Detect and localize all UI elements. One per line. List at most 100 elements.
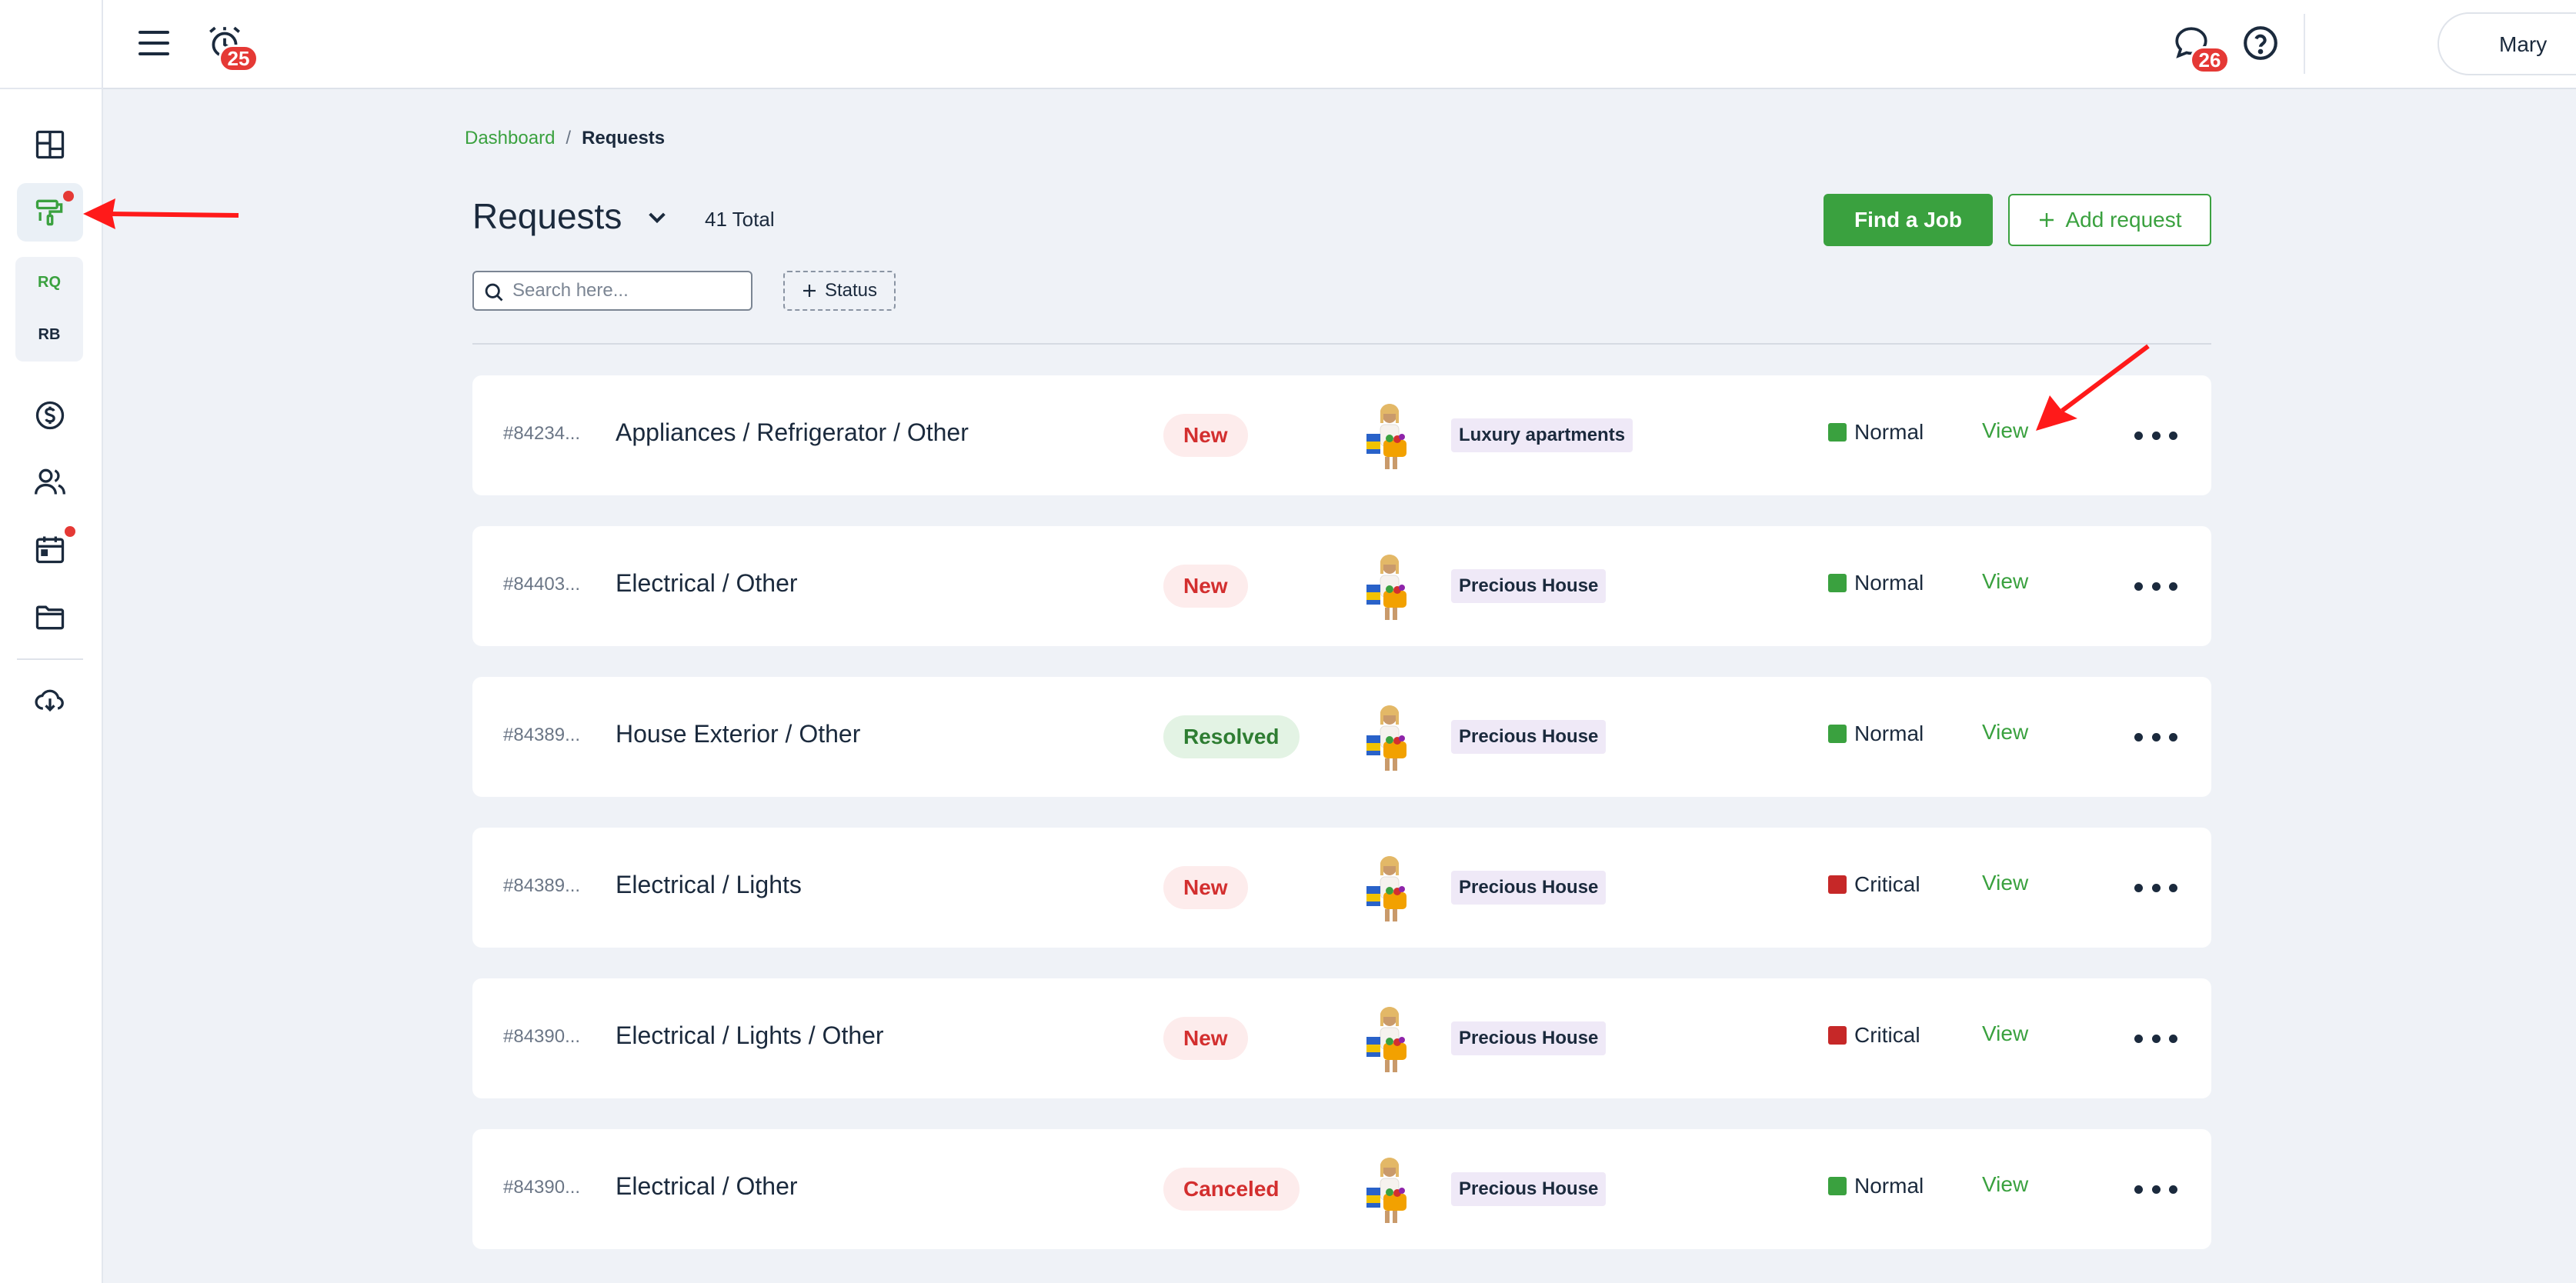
menu-toggle-button[interactable] — [132, 22, 175, 65]
status-filter-button[interactable]: Status — [783, 271, 896, 311]
view-link[interactable]: View — [1982, 418, 2029, 442]
priority-square — [1828, 875, 1847, 894]
request-title[interactable]: House Exterior / Other — [616, 720, 861, 748]
dot-icon — [2151, 732, 2161, 741]
dot-icon — [2134, 732, 2143, 741]
property-tag: Precious House — [1451, 871, 1607, 905]
sidebar-item-requests[interactable] — [17, 183, 83, 242]
priority-label: Normal — [1854, 721, 1924, 745]
dot-icon — [2151, 582, 2161, 591]
view-link[interactable]: View — [1982, 720, 2029, 744]
sidebar-item-calendar[interactable] — [17, 520, 83, 578]
more-options-button[interactable] — [2134, 574, 2177, 598]
request-title[interactable]: Electrical / Lights / Other — [616, 1021, 884, 1049]
more-options-button[interactable] — [2134, 1177, 2177, 1201]
help-button[interactable] — [2239, 22, 2282, 65]
sidebar-sub-rb[interactable]: RB — [38, 326, 61, 343]
sidebar-sub-rq[interactable]: RQ — [38, 274, 61, 291]
request-id: #84389... — [503, 875, 581, 896]
priority-indicator: Critical — [1828, 872, 1920, 897]
view-link[interactable]: View — [1982, 1172, 2029, 1196]
annotation-arrow — [83, 198, 239, 229]
assignee-avatar — [1351, 1152, 1419, 1226]
priority-square — [1828, 574, 1847, 592]
total-count: 41 Total — [705, 208, 775, 231]
users-icon — [35, 468, 65, 495]
search-box — [472, 271, 752, 311]
breadcrumb-separator: / — [566, 128, 572, 148]
sidebar-divider — [17, 658, 83, 660]
calendar-icon — [35, 536, 65, 564]
plus-icon — [2039, 213, 2054, 227]
user-name: Mary — [2499, 32, 2548, 56]
status-badge: New — [1163, 1017, 1248, 1060]
sidebar-item-users[interactable] — [17, 452, 83, 511]
request-id: #84403... — [503, 574, 581, 595]
sidebar-item-dashboard[interactable] — [17, 115, 83, 174]
request-title[interactable]: Electrical / Other — [616, 569, 798, 597]
dot-icon — [2169, 1185, 2177, 1194]
priority-square — [1828, 725, 1847, 743]
view-link[interactable]: View — [1982, 871, 2029, 895]
view-link[interactable]: View — [1982, 1021, 2029, 1045]
request-row[interactable]: #84390... Electrical / Lights / Other Ne… — [472, 978, 2211, 1098]
dot-icon — [2134, 883, 2143, 892]
priority-label: Normal — [1854, 420, 1924, 444]
sidebar-item-files[interactable] — [17, 588, 83, 646]
priority-indicator: Normal — [1828, 420, 1924, 445]
more-options-button[interactable] — [2134, 875, 2177, 900]
dot-icon — [2134, 582, 2143, 591]
more-options-button[interactable] — [2134, 725, 2177, 749]
request-row[interactable]: #84403... Electrical / Other New Preciou… — [472, 526, 2211, 646]
request-row[interactable]: #84389... Electrical / Lights New Precio… — [472, 828, 2211, 948]
dot-icon — [2134, 1034, 2143, 1043]
property-tag: Precious House — [1451, 720, 1607, 754]
request-id: #84389... — [503, 725, 581, 745]
search-icon — [485, 283, 503, 302]
priority-label: Normal — [1854, 571, 1924, 595]
cloud-download-icon — [35, 689, 64, 712]
topbar-divider — [2304, 14, 2305, 74]
paint-roller-icon — [35, 199, 63, 226]
view-link[interactable]: View — [1982, 569, 2029, 593]
request-id: #84390... — [503, 1177, 581, 1198]
priority-indicator: Normal — [1828, 721, 1924, 746]
dollar-circle-icon — [35, 401, 65, 430]
user-menu-button[interactable]: Mary — [2438, 12, 2576, 75]
search-input[interactable] — [512, 278, 743, 303]
request-row[interactable]: #84389... House Exterior / Other Resolve… — [472, 677, 2211, 797]
more-options-button[interactable] — [2134, 423, 2177, 448]
dot-icon — [2151, 431, 2161, 440]
dashboard-grid-icon — [35, 130, 65, 159]
find-job-button[interactable]: Find a Job — [1824, 194, 1993, 246]
request-row[interactable]: #84234... Appliances / Refrigerator / Ot… — [472, 375, 2211, 495]
dot-icon — [2169, 431, 2177, 440]
request-title[interactable]: Electrical / Other — [616, 1172, 798, 1200]
hamburger-menu-icon — [138, 31, 169, 55]
assignee-avatar — [1351, 700, 1419, 774]
priority-label: Critical — [1854, 1023, 1920, 1047]
add-request-button[interactable]: Add request — [2008, 194, 2211, 246]
notification-dot — [65, 526, 75, 537]
breadcrumb-dashboard-link[interactable]: Dashboard — [465, 128, 556, 148]
sidebar-subnav: RQ RB — [15, 257, 83, 362]
dot-icon — [2169, 732, 2177, 741]
more-options-button[interactable] — [2134, 1026, 2177, 1051]
status-badge: Resolved — [1163, 715, 1300, 758]
status-filter-label: Status — [824, 280, 878, 301]
priority-indicator: Normal — [1828, 571, 1924, 595]
chevron-down-icon[interactable] — [645, 205, 669, 229]
priority-square — [1828, 423, 1847, 442]
sidebar-item-finance[interactable] — [17, 386, 83, 445]
request-title[interactable]: Electrical / Lights — [616, 871, 802, 898]
request-row[interactable]: #84390... Electrical / Other Canceled Pr… — [472, 1129, 2211, 1249]
alarm-button[interactable]: 25 — [202, 20, 259, 72]
request-title[interactable]: Appliances / Refrigerator / Other — [616, 418, 969, 446]
messages-button[interactable]: 26 — [2168, 20, 2230, 74]
top-bar: 25 26 Mary — [103, 0, 2576, 89]
sidebar-item-download[interactable] — [17, 671, 83, 729]
breadcrumb: Dashboard / Requests — [465, 128, 665, 149]
messages-badge: 26 — [2190, 46, 2230, 74]
assignee-avatar — [1351, 549, 1419, 623]
status-badge: New — [1163, 565, 1248, 608]
